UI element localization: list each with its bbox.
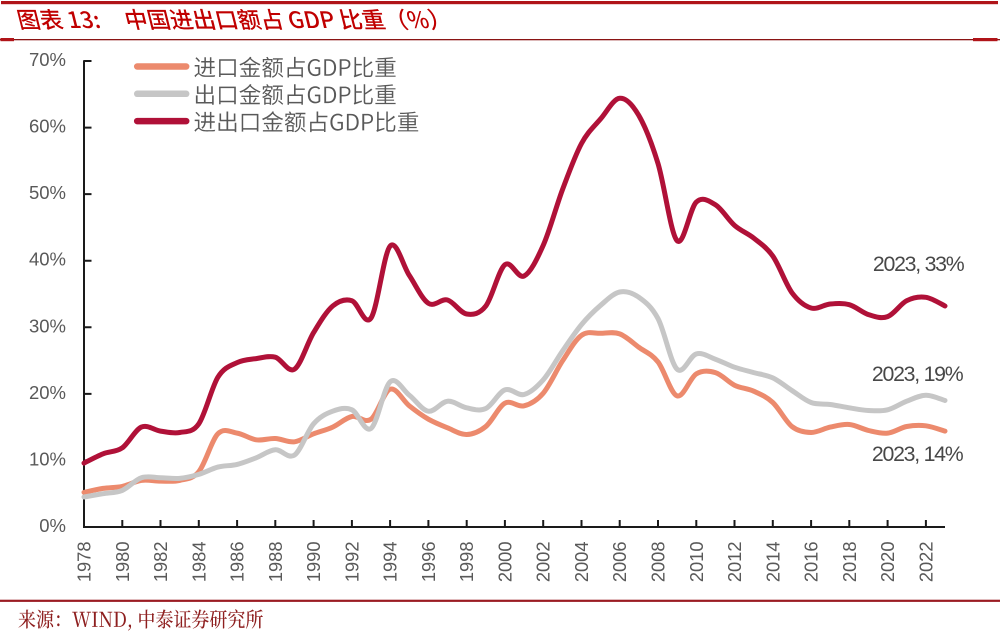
svg-text:2014: 2014 [762,542,783,583]
svg-text:2002: 2002 [533,542,554,583]
svg-text:1988: 1988 [265,542,286,583]
svg-text:1992: 1992 [341,542,362,583]
svg-text:2010: 2010 [686,542,707,583]
svg-text:1984: 1984 [188,542,209,583]
svg-text:70%: 70% [29,49,66,70]
svg-text:2012: 2012 [724,542,745,583]
svg-text:20%: 20% [29,382,66,403]
svg-text:2022: 2022 [915,542,936,583]
svg-text:10%: 10% [29,448,66,469]
svg-text:2020: 2020 [877,542,898,583]
svg-text:2004: 2004 [571,542,592,583]
svg-text:40%: 40% [29,249,66,270]
svg-text:1982: 1982 [150,542,171,583]
svg-text:1996: 1996 [418,542,439,583]
svg-text:2008: 2008 [648,542,669,583]
svg-text:60%: 60% [29,116,66,137]
svg-text:1994: 1994 [380,542,401,583]
svg-text:2000: 2000 [494,542,515,583]
svg-text:1986: 1986 [227,542,248,583]
svg-text:2018: 2018 [839,542,860,583]
svg-text:2023, 33%: 2023, 33% [873,252,965,276]
svg-text:30%: 30% [29,315,66,336]
svg-text:2006: 2006 [609,542,630,583]
svg-text:1980: 1980 [112,542,133,583]
svg-text:1978: 1978 [74,542,95,583]
svg-text:0%: 0% [39,515,66,536]
svg-text:1998: 1998 [456,542,477,583]
svg-text:50%: 50% [29,182,66,203]
svg-text:2023, 19%: 2023, 19% [872,362,964,386]
svg-text:2016: 2016 [801,542,822,583]
svg-text:2023, 14%: 2023, 14% [872,442,964,466]
svg-text:1990: 1990 [303,542,324,583]
